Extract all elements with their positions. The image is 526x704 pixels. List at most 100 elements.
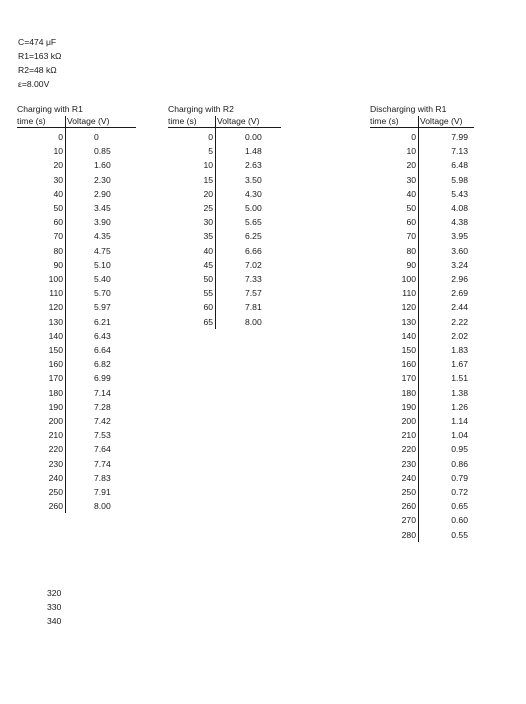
voltage-cell: 3.95 bbox=[451, 231, 468, 242]
time-cell: 5 bbox=[208, 146, 213, 157]
time-column-header: time (s) bbox=[17, 116, 46, 126]
time-cell: 60 bbox=[53, 217, 63, 228]
voltage-cell: 5.97 bbox=[94, 302, 111, 313]
voltage-cell: 1.51 bbox=[451, 373, 468, 384]
time-cell: 230 bbox=[401, 458, 416, 469]
time-cell: 45 bbox=[203, 259, 213, 270]
time-cell: 230 bbox=[48, 458, 63, 469]
extra-time-value: 340 bbox=[47, 616, 62, 626]
voltage-cell: 5.98 bbox=[451, 174, 468, 185]
time-cell: 15 bbox=[203, 174, 213, 185]
time-cell: 110 bbox=[49, 288, 63, 299]
time-cell: 220 bbox=[401, 444, 416, 455]
discharging-r1-table: Discharging with R1 time (s) Voltage (V) 0 7… bbox=[370, 103, 480, 543]
time-cell: 10 bbox=[53, 146, 63, 157]
voltage-cell: 0.79 bbox=[451, 472, 468, 483]
voltage-cell: 4.38 bbox=[451, 217, 468, 228]
voltage-cell: 7.91 bbox=[94, 487, 111, 497]
time-cell: 35 bbox=[203, 231, 213, 242]
time-cell: 90 bbox=[53, 259, 63, 270]
voltage-cell: 8.00 bbox=[245, 316, 262, 327]
time-cell: 55 bbox=[203, 288, 213, 299]
charging-r1-table: Charging with R1 time (s) Voltage (V) 0 0 10 0… bbox=[17, 103, 136, 523]
table-title: Charging with R2 bbox=[168, 104, 234, 114]
voltage-cell: 7.33 bbox=[245, 274, 262, 284]
voltage-cell: 0.00 bbox=[245, 132, 262, 142]
time-cell: 160 bbox=[48, 359, 63, 370]
time-cell: 150 bbox=[401, 345, 416, 355]
voltage-cell: 0.95 bbox=[451, 444, 468, 455]
time-cell: 20 bbox=[406, 160, 416, 171]
time-cell: 60 bbox=[203, 302, 213, 313]
time-cell: 220 bbox=[48, 444, 63, 455]
time-cell: 0 bbox=[208, 132, 213, 142]
time-cell: 260 bbox=[401, 501, 416, 512]
voltage-cell: 1.83 bbox=[451, 345, 468, 355]
voltage-cell: 2.02 bbox=[451, 330, 468, 341]
time-cell: 210 bbox=[401, 430, 416, 441]
voltage-cell: 2.22 bbox=[451, 316, 468, 327]
voltage-cell: 3.45 bbox=[94, 203, 111, 213]
time-cell: 20 bbox=[53, 160, 63, 171]
extra-time-value: 330 bbox=[47, 602, 62, 612]
extra-time-value: 320 bbox=[47, 588, 62, 598]
voltage-cell: 0 bbox=[94, 132, 99, 142]
voltage-cell: 0.85 bbox=[94, 146, 111, 157]
time-cell: 60 bbox=[406, 217, 416, 228]
time-cell: 0 bbox=[58, 132, 63, 142]
time-cell: 40 bbox=[53, 188, 63, 199]
voltage-cell: 0.86 bbox=[451, 458, 468, 469]
voltage-cell: 3.24 bbox=[451, 259, 468, 270]
voltage-cell: 2.30 bbox=[94, 174, 111, 185]
voltage-cell: 7.53 bbox=[94, 430, 111, 441]
time-cell: 70 bbox=[53, 231, 63, 242]
voltage-cell: 2.44 bbox=[451, 302, 468, 313]
voltage-cell: 1.26 bbox=[451, 401, 468, 412]
time-cell: 50 bbox=[406, 203, 416, 213]
time-cell: 120 bbox=[401, 302, 416, 313]
emf-param: ε=8.00V bbox=[18, 79, 50, 89]
voltage-cell: 2.90 bbox=[94, 188, 111, 199]
voltage-column-header: Voltage (V) bbox=[420, 116, 463, 126]
time-cell: 110 bbox=[402, 288, 416, 299]
time-cell: 260 bbox=[48, 501, 63, 512]
voltage-cell: 7.57 bbox=[245, 288, 262, 299]
voltage-cell: 0.72 bbox=[451, 487, 468, 497]
time-cell: 170 bbox=[48, 373, 63, 384]
voltage-cell: 6.66 bbox=[245, 245, 262, 256]
voltage-cell: 3.60 bbox=[451, 245, 468, 256]
r2-param: R2=48 kΩ bbox=[18, 65, 57, 75]
time-cell: 120 bbox=[48, 302, 63, 313]
voltage-cell: 1.60 bbox=[94, 160, 111, 171]
voltage-cell: 5.00 bbox=[245, 203, 262, 213]
time-cell: 70 bbox=[406, 231, 416, 242]
time-cell: 140 bbox=[401, 330, 416, 341]
voltage-cell: 2.96 bbox=[451, 274, 468, 284]
voltage-cell: 1.48 bbox=[245, 146, 262, 157]
time-cell: 65 bbox=[203, 316, 213, 327]
time-cell: 190 bbox=[401, 401, 416, 412]
time-cell: 280 bbox=[401, 529, 416, 540]
time-cell: 40 bbox=[406, 188, 416, 199]
time-cell: 160 bbox=[401, 359, 416, 370]
time-cell: 20 bbox=[203, 188, 213, 199]
time-cell: 240 bbox=[48, 472, 63, 483]
voltage-cell: 6.25 bbox=[245, 231, 262, 242]
time-cell: 90 bbox=[406, 259, 416, 270]
time-cell: 250 bbox=[401, 487, 416, 497]
voltage-cell: 6.82 bbox=[94, 359, 111, 370]
time-cell: 0 bbox=[411, 132, 416, 142]
column-divider bbox=[65, 116, 66, 514]
time-cell: 200 bbox=[48, 416, 63, 426]
time-cell: 130 bbox=[401, 316, 416, 327]
column-divider bbox=[215, 116, 216, 329]
time-cell: 100 bbox=[48, 274, 63, 284]
voltage-cell: 2.69 bbox=[451, 288, 468, 299]
voltage-cell: 7.83 bbox=[94, 472, 111, 483]
time-cell: 30 bbox=[53, 174, 63, 185]
table-header: time (s) Voltage (V) bbox=[168, 115, 281, 128]
time-cell: 30 bbox=[203, 217, 213, 228]
voltage-cell: 7.02 bbox=[245, 259, 262, 270]
voltage-cell: 6.43 bbox=[94, 330, 111, 341]
time-cell: 40 bbox=[203, 245, 213, 256]
